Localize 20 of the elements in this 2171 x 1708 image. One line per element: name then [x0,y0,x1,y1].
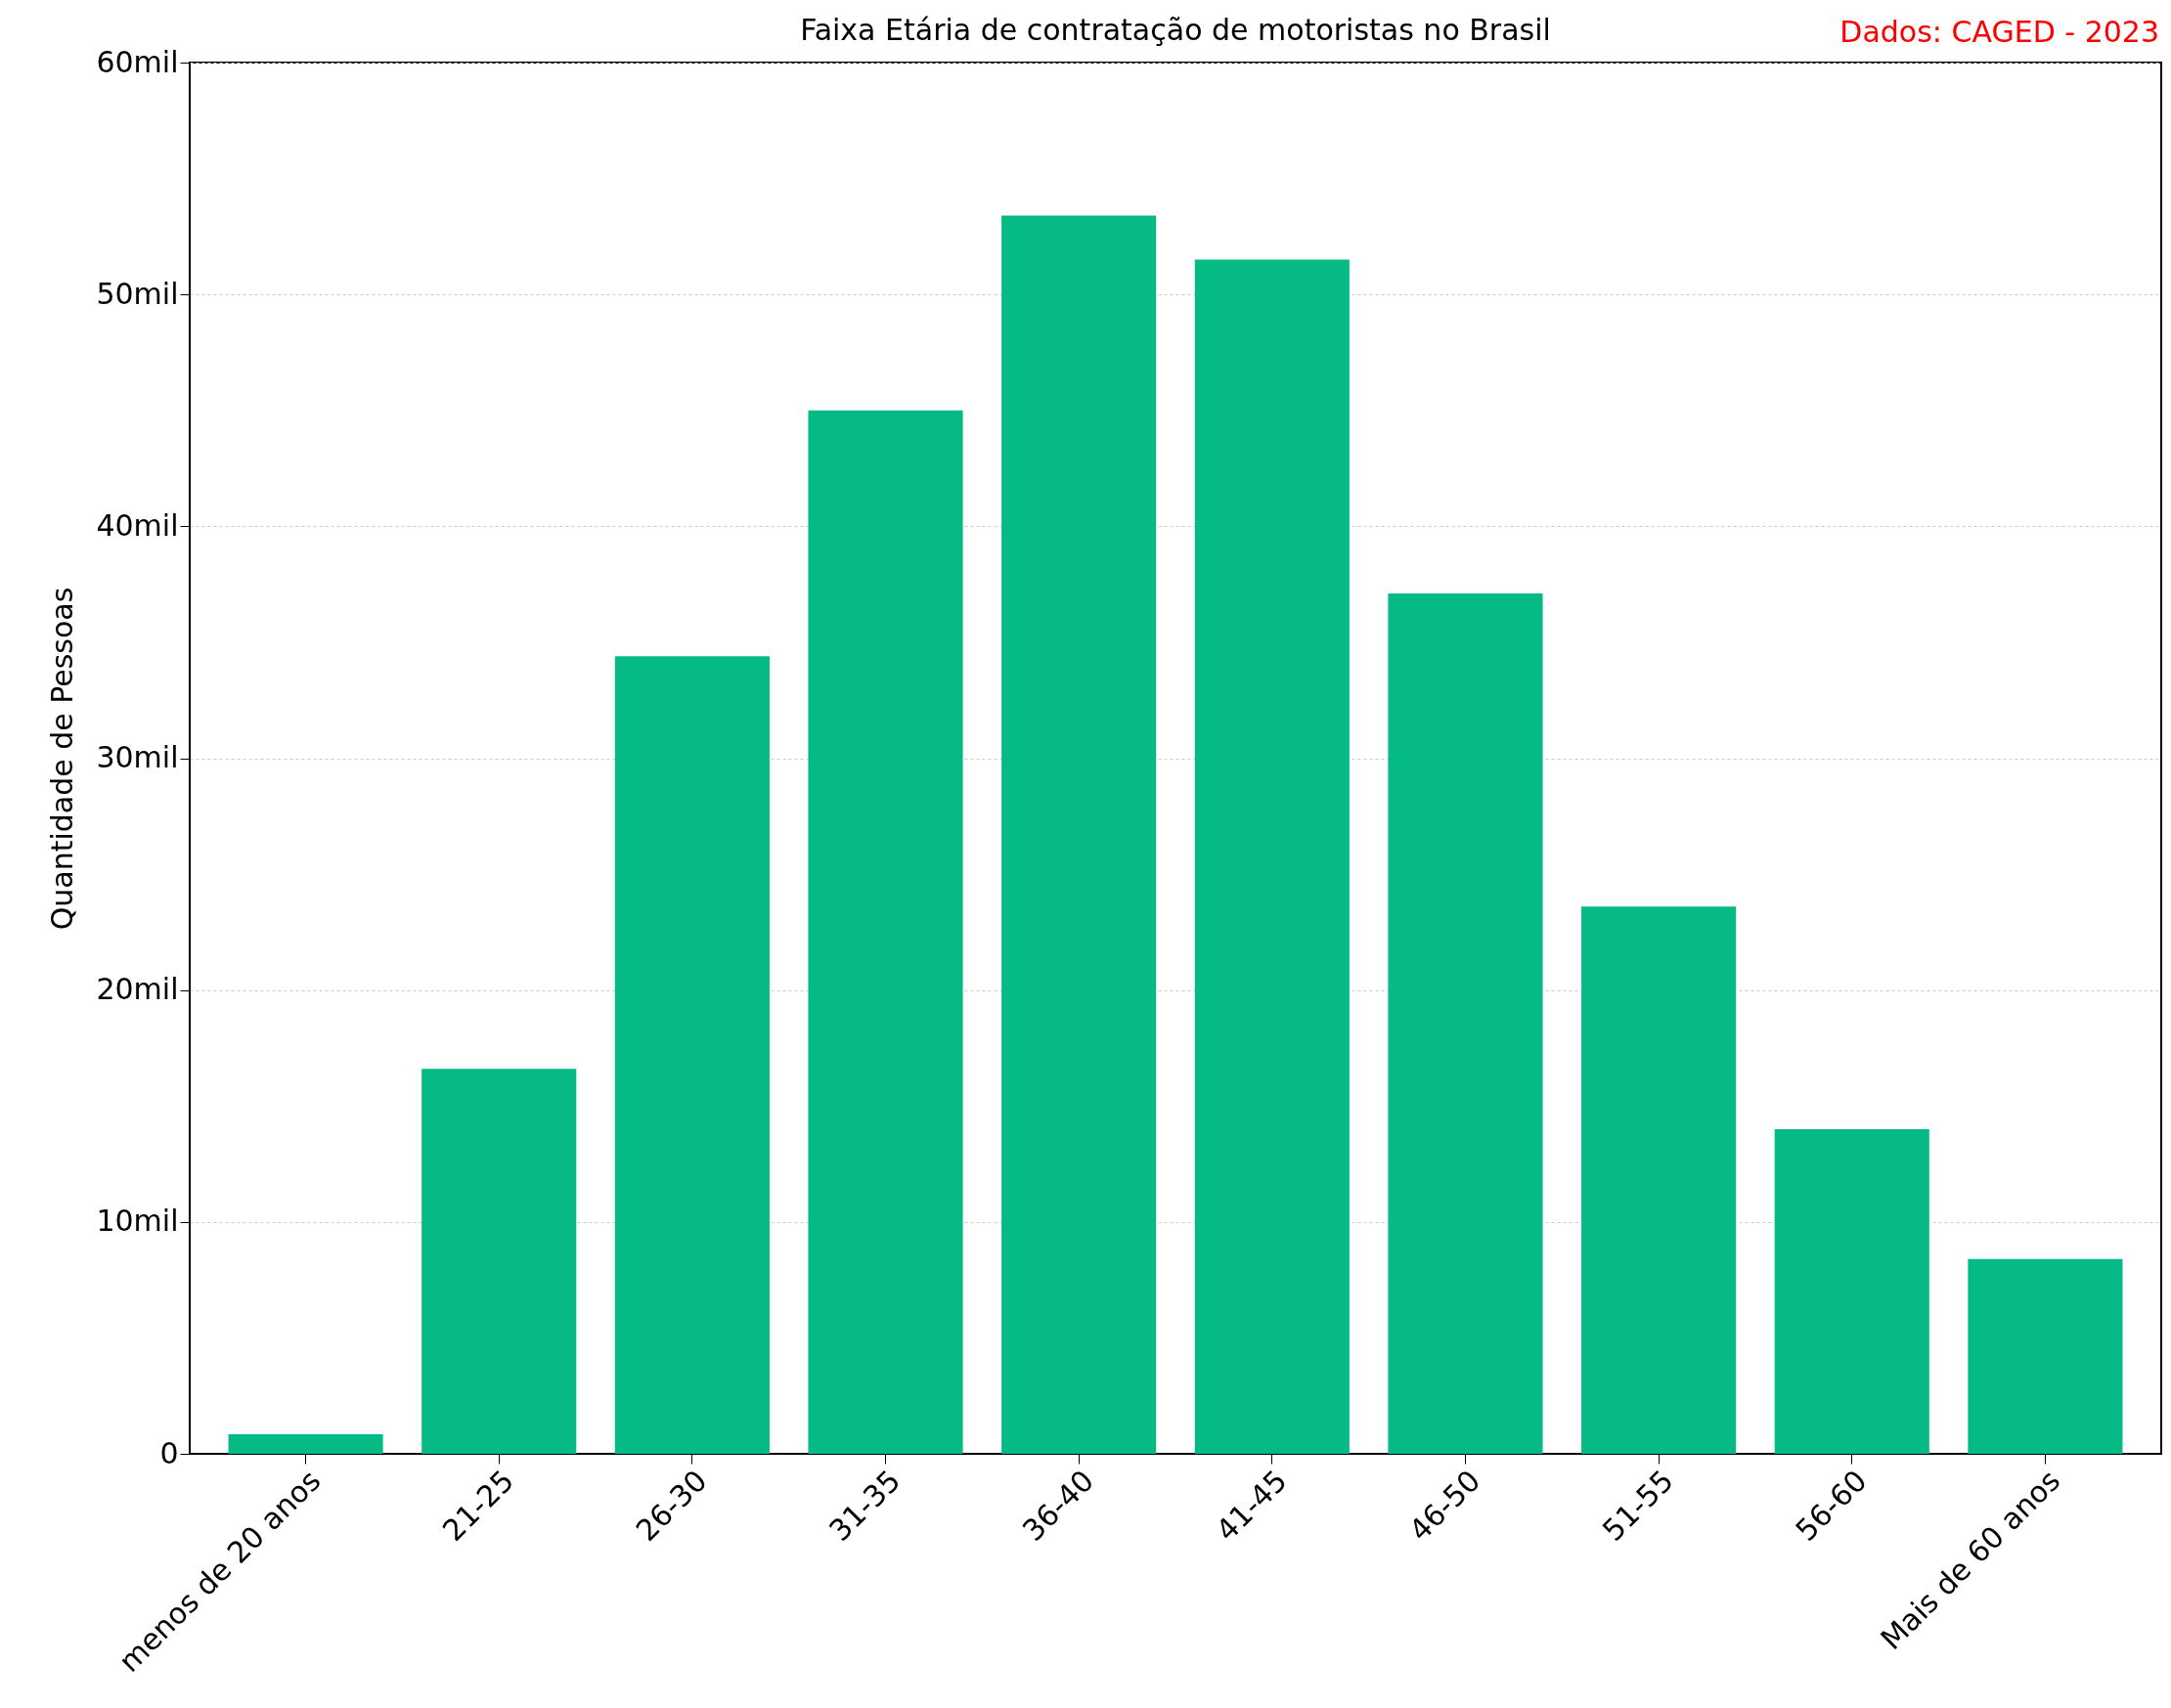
bar [808,410,963,1454]
y-tick-label: 60mil [96,44,179,79]
chart-title: Faixa Etária de contratação de motoristas no Brasil [800,13,1551,47]
bar [1581,906,1737,1454]
bar [1001,215,1157,1454]
y-tick-label: 10mil [96,1204,179,1239]
bar [421,1069,577,1454]
y-tick-label: 30mil [96,740,179,774]
y-tick-label: 40mil [96,507,179,543]
bar [1774,1128,1929,1454]
y-tick-label: 20mil [96,972,179,1007]
text: Dados: CAGED - 2023 [1839,15,2159,49]
bar [1194,259,1350,1454]
y-tick-label: 50mil [96,276,179,311]
bar [614,656,770,1454]
y-axis-title: Quantidade de Pessoas [45,587,80,931]
bar [1968,1258,2123,1454]
bar [1388,593,1543,1454]
bar [228,1434,383,1454]
y-tick-label: 0 [159,1435,179,1470]
